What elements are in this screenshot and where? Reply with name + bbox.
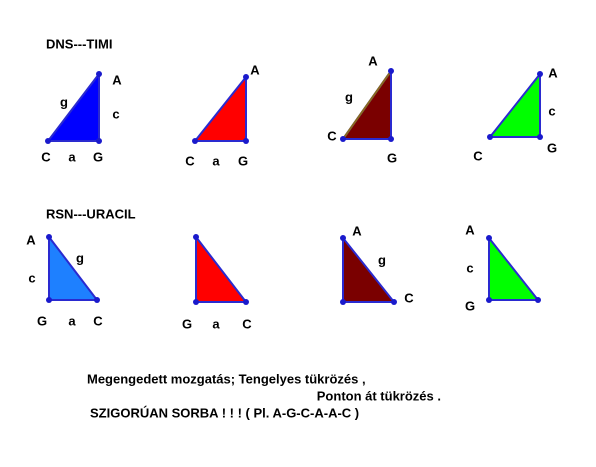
label: A <box>548 65 558 80</box>
label: C <box>473 148 483 163</box>
label: G <box>238 153 248 168</box>
label: A <box>112 72 122 87</box>
label: A <box>250 62 260 77</box>
label: C <box>404 290 414 305</box>
label: a <box>212 316 220 331</box>
label: C <box>327 128 337 143</box>
label: A <box>368 53 378 68</box>
label: c <box>28 270 35 285</box>
note: Megengedett mozgatás; Tengelyes tükrözés… <box>87 371 366 386</box>
label: G <box>93 149 103 164</box>
triangle: A c C G <box>473 65 558 163</box>
label: c <box>548 103 555 118</box>
note: SZIGORÚAN SORBA ! ! ! ( Pl. A-G-C-A-A-C … <box>90 405 359 420</box>
label: C <box>242 316 252 331</box>
label: A <box>352 223 362 238</box>
label: G <box>37 313 47 328</box>
triangle: A g C <box>340 223 414 305</box>
label: C <box>41 149 51 164</box>
label: a <box>68 149 76 164</box>
section-title: RSN---URACIL <box>46 206 136 221</box>
label: G <box>182 316 192 331</box>
triangle: A g C G <box>327 53 397 165</box>
label: C <box>185 153 195 168</box>
triangle: A g c G a C <box>26 232 103 328</box>
label: G <box>465 298 475 313</box>
label: a <box>212 153 220 168</box>
triangle: A c G <box>465 222 541 313</box>
label: G <box>547 140 557 155</box>
triangle: A C a G <box>185 62 260 168</box>
label: g <box>76 250 84 265</box>
label: c <box>112 106 119 121</box>
label: a <box>68 313 76 328</box>
label: A <box>465 222 475 237</box>
label: g <box>378 252 386 267</box>
label: C <box>93 313 103 328</box>
label: c <box>466 260 473 275</box>
label: g <box>60 94 68 109</box>
triangle: G a C <box>182 234 252 331</box>
label: G <box>387 150 397 165</box>
label: A <box>26 232 36 247</box>
label: g <box>345 89 353 104</box>
section-title: DNS---TIMI <box>46 36 112 51</box>
note: Ponton át tükrözés . <box>317 388 441 403</box>
triangle: A c g C a G <box>41 71 122 164</box>
